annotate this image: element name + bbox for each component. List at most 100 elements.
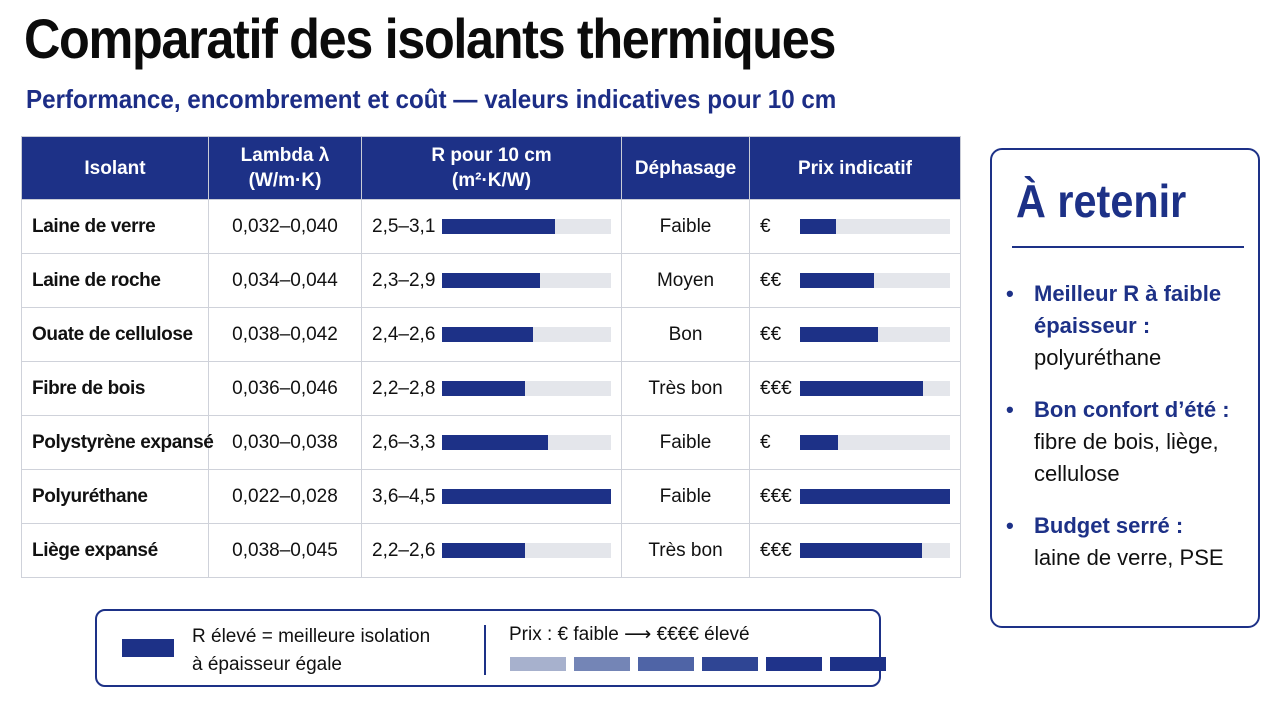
price-bar <box>800 543 922 558</box>
price-cell: €€€ <box>749 361 961 416</box>
takeaway-item: • Budget serré : laine de verre, PSE <box>1006 510 1251 574</box>
r-bar <box>442 219 556 234</box>
takeaway-heading: Meilleur R à faible épaisseur : <box>1034 281 1222 338</box>
price-value: € <box>760 431 771 453</box>
table-row: Ouate de cellulose 0,038–0,042 2,4–2,6 Bon €… <box>21 307 961 362</box>
table-row: Laine de verre 0,032–0,040 2,5–3,1 Faible € <box>21 199 961 254</box>
lambda-value: 0,036–0,046 <box>208 361 362 416</box>
material-name: Ouate de cellulose <box>21 307 209 362</box>
material-name: Laine de roche <box>21 253 209 308</box>
price-cell: € <box>749 199 961 254</box>
price-value: € <box>760 215 771 237</box>
price-bar-track <box>800 435 950 450</box>
lambda-value: 0,038–0,042 <box>208 307 362 362</box>
price-value: €€ <box>760 323 782 345</box>
price-value: €€€ <box>760 377 792 399</box>
page-title: Comparatif des isolants thermiques <box>24 7 836 70</box>
takeaway-body: fibre de bois, liège, cellulose <box>1034 429 1219 486</box>
key-takeaways-panel: À retenir • Meilleur R à faible épaisseu… <box>990 148 1260 628</box>
r-cell: 2,4–2,6 <box>361 307 622 362</box>
ramp-step <box>830 657 886 671</box>
r-cell: 2,2–2,6 <box>361 523 622 578</box>
table-row: Laine de roche 0,034–0,044 2,3–2,9 Moyen €€ <box>21 253 961 308</box>
dephasage-value: Faible <box>621 199 750 254</box>
col-header-r-line2: (m²·K/W) <box>451 170 532 191</box>
dephasage-value: Faible <box>621 415 750 470</box>
bullet-icon: • <box>1006 281 1014 306</box>
col-header-isolant: Isolant <box>21 136 209 200</box>
r-bar <box>442 273 541 288</box>
r-cell: 2,3–2,9 <box>361 253 622 308</box>
bullet-icon: • <box>1006 513 1014 538</box>
r-bar <box>442 381 525 396</box>
r-cell: 3,6–4,5 <box>361 469 622 524</box>
price-cell: €€ <box>749 307 961 362</box>
bullet-icon: • <box>1006 397 1014 422</box>
r-bar <box>442 435 549 450</box>
legend-price-ramp <box>510 657 886 671</box>
r-bar <box>442 543 525 558</box>
ramp-step <box>702 657 758 671</box>
takeaway-item: • Meilleur R à faible épaisseur : polyur… <box>1006 278 1251 374</box>
r-value: 2,2–2,6 <box>372 539 436 561</box>
price-cell: €€€ <box>749 523 961 578</box>
takeaway-heading: Bon confort d’été : <box>1034 397 1230 422</box>
takeaway-body: polyuréthane <box>1034 345 1162 370</box>
legend-swatch <box>122 639 174 657</box>
material-name: Polyuréthane <box>21 469 209 524</box>
lambda-value: 0,022–0,028 <box>208 469 362 524</box>
table-row: Polystyrène expansé 0,030–0,038 2,6–3,3 Fai… <box>21 415 961 470</box>
col-header-lambda: Lambda λ (W/m·K) <box>208 136 362 200</box>
material-name: Fibre de bois <box>21 361 209 416</box>
price-cell: € <box>749 415 961 470</box>
r-bar-track <box>442 543 611 558</box>
dephasage-value: Bon <box>621 307 750 362</box>
price-bar-track <box>800 273 950 288</box>
price-value: €€ <box>760 269 782 291</box>
r-bar-track <box>442 381 611 396</box>
material-name: Laine de verre <box>21 199 209 254</box>
legend-r-text: R élevé = meilleure isolation à épaisseu… <box>192 623 430 679</box>
table-row: Liège expansé 0,038–0,045 2,2–2,6 Très bon €… <box>21 523 961 578</box>
r-value: 2,5–3,1 <box>372 215 436 237</box>
takeaway-heading: Budget serré : <box>1034 513 1184 538</box>
legend-r-line1: R élevé = meilleure isolation <box>192 626 431 647</box>
takeaway-item: • Bon confort d’été : fibre de bois, liè… <box>1006 394 1251 490</box>
lambda-value: 0,034–0,044 <box>208 253 362 308</box>
price-bar <box>800 219 836 234</box>
lambda-value: 0,032–0,040 <box>208 199 362 254</box>
lambda-value: 0,030–0,038 <box>208 415 362 470</box>
price-cell: €€€ <box>749 469 961 524</box>
price-bar-track <box>800 489 950 504</box>
col-header-lambda-line1: Lambda λ <box>240 145 330 166</box>
material-name: Liège expansé <box>21 523 209 578</box>
dephasage-value: Très bon <box>621 523 750 578</box>
legend-divider <box>484 625 486 675</box>
price-bar <box>800 273 874 288</box>
ramp-step <box>574 657 630 671</box>
r-bar-track <box>442 219 611 234</box>
price-bar <box>800 435 838 450</box>
price-bar <box>800 327 878 342</box>
takeaway-body: laine de verre, PSE <box>1034 545 1224 570</box>
ramp-step <box>766 657 822 671</box>
material-name: Polystyrène expansé <box>21 415 214 470</box>
legend-box: R élevé = meilleure isolation à épaisseu… <box>95 609 886 687</box>
r-bar-track <box>442 327 611 342</box>
takeaways-divider <box>1012 246 1244 248</box>
r-value: 2,3–2,9 <box>372 269 436 291</box>
r-bar <box>442 489 611 504</box>
r-value: 3,6–4,5 <box>372 485 436 507</box>
takeaways-title: À retenir <box>1016 175 1187 227</box>
price-bar-track <box>800 327 950 342</box>
r-bar-track <box>442 489 611 504</box>
price-bar <box>800 381 923 396</box>
dephasage-value: Moyen <box>621 253 750 308</box>
col-header-lambda-line2: (W/m·K) <box>248 170 322 191</box>
ramp-step <box>638 657 694 671</box>
price-bar-track <box>800 381 950 396</box>
r-cell: 2,5–3,1 <box>361 199 622 254</box>
r-bar <box>442 327 534 342</box>
col-header-r: R pour 10 cm (m²·K/W) <box>361 136 622 200</box>
price-value: €€€ <box>760 485 792 507</box>
